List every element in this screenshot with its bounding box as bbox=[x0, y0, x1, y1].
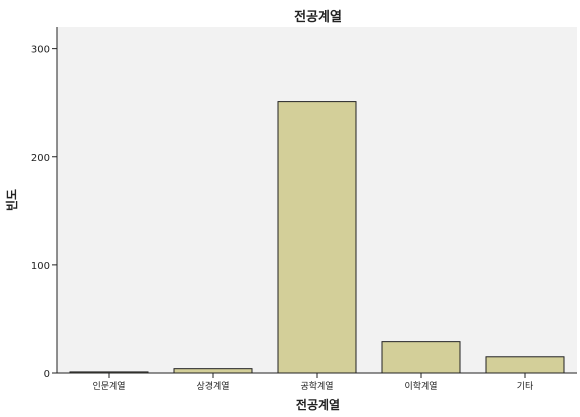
x-tick-label: 상경계열 bbox=[196, 380, 229, 392]
chart-title: 전공계열 bbox=[294, 9, 342, 25]
bar-5 bbox=[485, 356, 565, 374]
y-axis-ticks: 0 100 200 300 bbox=[31, 45, 57, 380]
x-tick-label: 이학계열 bbox=[404, 380, 437, 392]
bar-3 bbox=[277, 101, 357, 374]
x-axis-ticks: 인문계열 상경계열 공학계열 이학계열 기타 bbox=[92, 373, 534, 392]
bar-2 bbox=[173, 368, 253, 374]
x-tick-label: 인문계열 bbox=[92, 380, 125, 392]
y-tick-label: 100 bbox=[31, 261, 50, 272]
bar-4 bbox=[381, 341, 461, 374]
x-tick-label: 기타 bbox=[517, 381, 534, 392]
y-tick-label: 300 bbox=[31, 45, 50, 56]
bars-group bbox=[69, 101, 565, 374]
y-axis-label: 빈도 bbox=[4, 189, 19, 211]
y-tick-label: 0 bbox=[44, 369, 50, 380]
x-axis-label: 전공계열 bbox=[296, 397, 340, 412]
x-tick-label: 공학계열 bbox=[300, 380, 333, 392]
y-tick-label: 200 bbox=[31, 153, 50, 164]
